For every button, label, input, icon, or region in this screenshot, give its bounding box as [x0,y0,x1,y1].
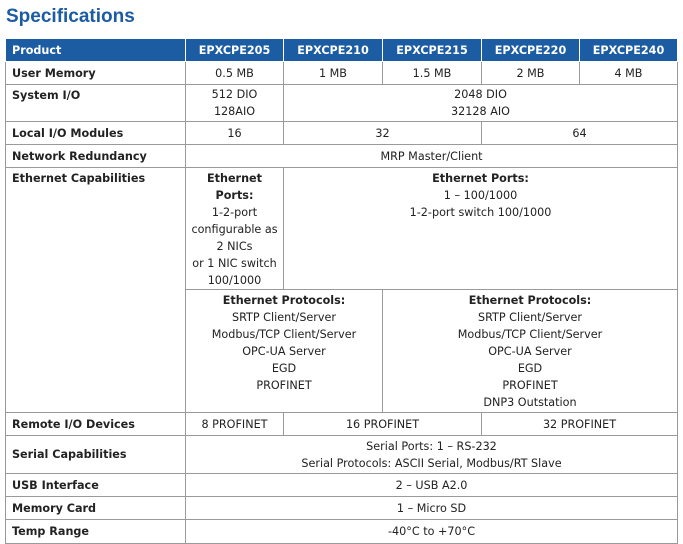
cell-line: 1.5 MB [412,66,452,80]
page-title: Specifications [6,6,135,27]
header-cell: Product [5,38,186,62]
cell: 32 PROFINET [481,412,678,436]
cell-line: Serial Ports: 1 – RS-232 [366,439,497,453]
cell-line: 64 [572,126,587,140]
header-cell: EPXCPE220 [481,38,580,62]
row-label: Remote I/O Devices [5,412,186,436]
cell: Ethernet Protocols: SRTP Client/Server Mod… [185,289,383,413]
cell: 16 PROFINET [283,412,482,436]
cell: Ethernet Protocols: SRTP Client/Server Mod… [382,289,678,413]
cell-heading: Ethernet Protocols: [222,294,346,307]
cell-line: configurable as [191,223,278,236]
cell: 2048 DIO 32128 AIO [283,84,678,122]
cell-line: 8 PROFINET [201,417,268,431]
cell-line: 1-2-port switch 100/1000 [409,206,552,219]
cell-heading: Ethernet Ports: [432,172,529,185]
cell-line: EGD [517,362,543,375]
cell-line: Serial Protocols: ASCII Serial, Modbus/R… [301,456,562,470]
cell-heading: Ethernet Protocols: [468,294,592,307]
row: System I/O 512 DIO 128AIO 2048 DIO 32128 AIO [5,84,678,122]
cell-line: 32 [375,126,390,140]
row-label: Network Redundancy [5,144,186,168]
cell-line: 512 DIO [211,88,258,101]
cell-line: 32128 AIO [451,105,510,118]
header-cell: EPXCPE210 [283,38,383,62]
cell: Ethernet Ports: 1 – 100/1000 1-2-port swit… [283,167,678,290]
row: Network Redundancy MRP Master/Client [5,144,678,168]
row: Local I/O Modules 16 32 64 [5,121,678,145]
cell-line: 32 PROFINET [542,417,617,431]
cell-line: Modbus/TCP Client/Server [457,328,603,341]
cell: 16 [185,121,284,145]
cell: 1.5 MB [382,61,482,85]
header-cell: EPXCPE205 [185,38,284,62]
cell: MRP Master/Client [185,144,678,168]
cell-line: 100/1000 [207,274,262,287]
header-cell: EPXCPE215 [382,38,482,62]
row-label: Serial Capabilities [5,435,186,474]
cell-line: OPC-UA Server [242,345,326,358]
row-label: USB Interface [5,473,186,497]
cell: Serial Ports: 1 – RS-232 Serial Protocols… [185,435,678,474]
cell: 4 MB [579,61,678,85]
cell-line: OPC-UA Server [488,345,572,358]
cell: 512 DIO 128AIO [185,84,284,122]
header-cell: EPXCPE240 [579,38,678,62]
cell-line: or 1 NIC switch [192,257,277,270]
cell-line: 2 – USB A2.0 [395,478,468,492]
cell: 2 – USB A2.0 [185,473,678,497]
cell: 8 PROFINET [185,412,284,436]
cell-line: 4 MB [614,66,643,80]
cell-line: SRTP Client/Server [231,311,337,324]
row-label: Ethernet Capabilities [5,167,186,413]
row: Serial Capabilities Serial Ports: 1 – RS-… [5,435,678,474]
cell: 2 MB [481,61,580,85]
cell: Ethernet Ports: 1-2-port configurable as 2 … [185,167,284,290]
row: Memory Card 1 – Micro SD [5,496,678,520]
cell-line: 1 MB [318,66,347,80]
row: Ethernet Protocols: SRTP Client/Server Mod… [6,289,678,413]
cell-line: DNP3 Outstation [483,396,577,409]
cell-line: 2 NICs [216,240,253,253]
cell-line: 16 PROFINET [345,417,420,431]
cell-line: PROFINET [502,379,558,392]
cell-line: 2048 DIO [454,88,507,101]
row-label: Local I/O Modules [5,121,186,145]
cell-line: 2 MB [516,66,545,80]
row: Remote I/O Devices 8 PROFINET 16 PROFINET 3… [5,412,678,436]
row-label: System I/O [5,84,186,122]
cell-line: 1 – Micro SD [396,501,467,515]
cell-line: 128AIO [213,105,256,118]
cell-line: EGD [271,362,297,375]
cell-heading: Ethernet Ports: [207,172,262,202]
spec-table: Product EPXCPE205 EPXCPE210 EPXCPE215 EPXCPE… [5,38,678,544]
cell-line: MRP Master/Client [380,149,483,163]
cell: 32 [283,121,482,145]
row: User Memory 0.5 MB 1 MB 1.5 MB 2 MB 4 MB [5,61,678,85]
cell-line: 1-2-port [211,206,258,219]
cell-line: 0.5 MB [215,66,254,80]
cell-line: 1 – 100/1000 [443,189,518,202]
cell: 1 – Micro SD [185,496,678,520]
cell-line: SRTP Client/Server [477,311,583,324]
row-label: Memory Card [5,496,186,520]
cell: 64 [481,121,678,145]
cell-line: PROFINET [256,379,312,392]
cell-line: -40°C to +70°C [387,525,476,538]
cell: 0.5 MB [185,61,284,85]
row: Ethernet Capabilities Ethernet Ports: 1-2-… [5,167,678,413]
row: USB Interface 2 – USB A2.0 [5,473,678,497]
cell: 1 MB [283,61,383,85]
row-label: User Memory [5,61,186,85]
header-row: Product EPXCPE205 EPXCPE210 EPXCPE215 EPXCPE… [5,38,678,62]
cell-line: 16 [227,126,242,140]
cell-line: Modbus/TCP Client/Server [211,328,357,341]
